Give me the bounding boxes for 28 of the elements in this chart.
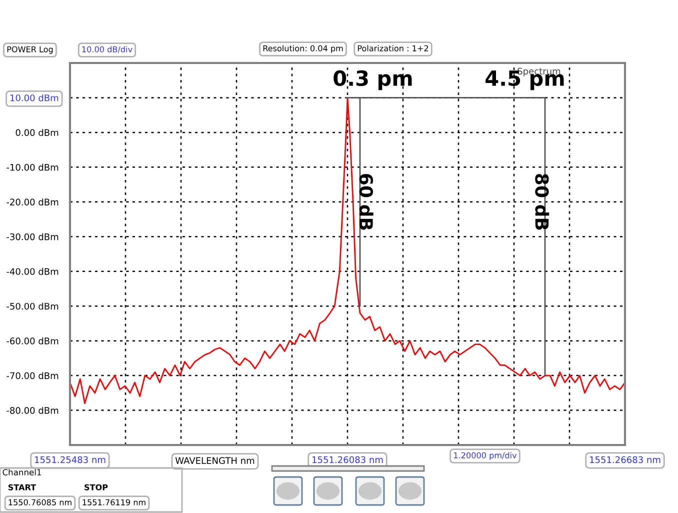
- y-tick-label: 0.00 dBm: [16, 129, 58, 136]
- x-tick-label: 1551.26083 nm: [312, 456, 383, 464]
- text: Spectrum: [518, 68, 560, 76]
- y-tick-label: -40.00 dBm: [6, 268, 58, 275]
- y-tick-label: -20.00 dBm: [6, 198, 58, 206]
- x-axis-title: WAVELENGTH nm: [175, 457, 254, 464]
- text: 1550.76085 nm: [8, 499, 72, 506]
- y-tick-label: -10.00 dBm: [6, 164, 58, 171]
- y-tick-label: -80.00 dBm: [6, 406, 58, 414]
- text: 1.20000 pm/div: [454, 452, 517, 460]
- y-tick-label: -30.00 dBm: [6, 233, 58, 240]
- annotation: 80 dB: [535, 174, 550, 230]
- text: START: [8, 484, 36, 490]
- x-tick-label: 1551.25483 nm: [35, 456, 106, 464]
- annotation: 0.3 pm: [334, 70, 412, 90]
- text: STOP: [84, 484, 108, 490]
- y-tick-label: -50.00 dBm: [6, 302, 58, 310]
- x-tick-label: 1551.26683 nm: [590, 456, 660, 464]
- text: POWER Log: [7, 46, 53, 54]
- text: 10.00 dB/div: [82, 46, 132, 53]
- annotation: 60 dB: [359, 174, 374, 230]
- text: 1551.76119 nm: [82, 499, 146, 506]
- y-tick-label: -60.00 dBm: [6, 337, 58, 344]
- y-tick-label: 10.00 dBm: [10, 94, 58, 102]
- text: Polarization : 1+2: [358, 45, 428, 52]
- text: Channel1: [2, 468, 41, 476]
- y-tick-label: -70.00 dBm: [6, 372, 58, 380]
- text: Resolution: 0.04 pm: [263, 45, 343, 53]
